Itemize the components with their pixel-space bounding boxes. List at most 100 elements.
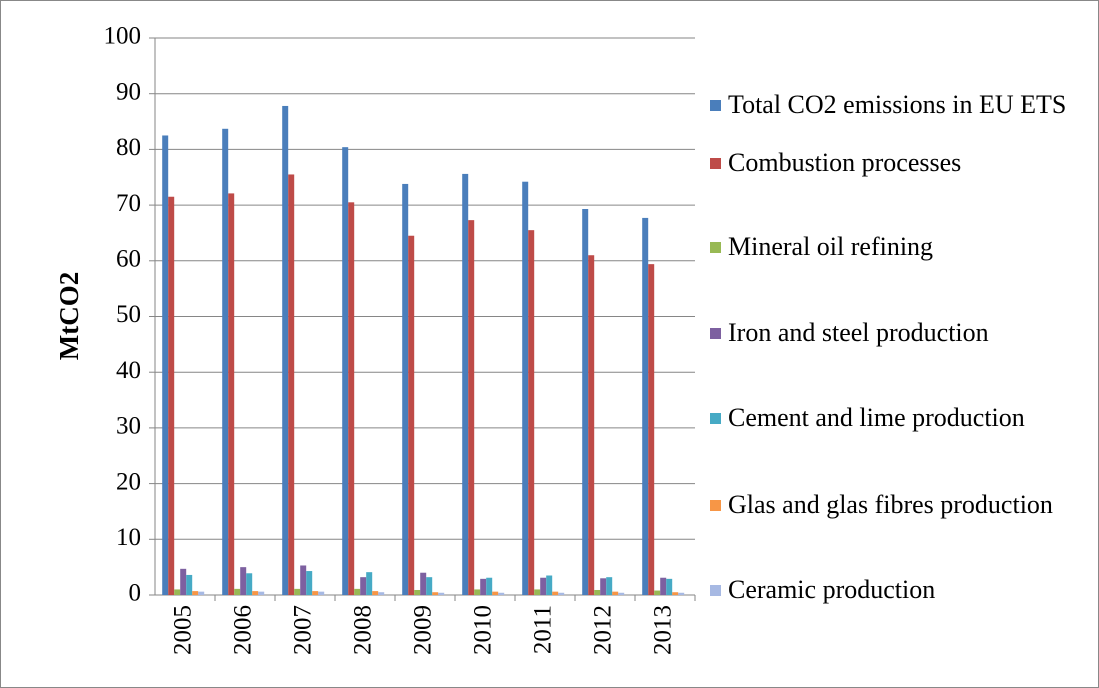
x-tick-label: 2006 [230, 605, 257, 655]
bar [540, 577, 547, 595]
y-tick-label: 60 [116, 246, 141, 273]
x-tick-label: 2005 [170, 605, 197, 655]
legend-entry: Iron and steel production [710, 315, 1099, 351]
x-tick-label: 2011 [530, 605, 557, 654]
bar [378, 592, 385, 595]
legend-label: Combustion processes [728, 148, 962, 177]
bar [186, 574, 193, 595]
y-tick-label: 50 [116, 301, 141, 328]
y-axis-label: MtCO2 [54, 272, 84, 360]
bar [366, 572, 373, 595]
bar [348, 202, 355, 595]
y-tick-label: 30 [116, 413, 141, 440]
bar [354, 588, 361, 595]
bar [312, 591, 319, 595]
bar [546, 575, 553, 595]
y-tick-label: 10 [116, 524, 141, 551]
bar [654, 590, 661, 595]
bar [168, 196, 175, 595]
bar [558, 592, 565, 595]
x-tick-label: 2013 [650, 605, 677, 655]
bar [426, 577, 433, 595]
bar [240, 567, 247, 595]
bar [360, 577, 367, 595]
bar [300, 565, 307, 595]
bar [618, 592, 625, 595]
bar [522, 181, 529, 595]
bar [342, 147, 349, 595]
bar [162, 135, 169, 595]
bar [582, 208, 589, 595]
legend-swatch [710, 500, 721, 511]
legend-swatch [710, 100, 721, 111]
legend-swatch [710, 585, 721, 596]
legend-swatch [710, 328, 721, 339]
x-tick-label: 2007 [290, 605, 317, 655]
bar [474, 589, 481, 595]
legend-swatch [710, 158, 721, 169]
legend-entry: Cement and lime production [710, 400, 1099, 436]
x-tick-label: 2012 [590, 605, 617, 655]
legend-entry: Total CO2 emissions in EU ETS [710, 87, 1099, 123]
bar [408, 235, 415, 596]
y-tick-label: 100 [104, 23, 142, 50]
bar [252, 591, 259, 595]
legend-entry: Ceramic production [710, 572, 1099, 608]
x-tick-label: 2010 [470, 605, 497, 655]
legend-label: Iron and steel production [728, 318, 989, 347]
bar [612, 591, 619, 595]
legend-label: Cement and lime production [728, 403, 1025, 432]
bar [672, 592, 679, 595]
legend-label: Mineral oil refining [728, 232, 934, 261]
y-tick-label: 90 [116, 78, 141, 105]
bar [642, 217, 649, 595]
bar [234, 588, 241, 595]
bar [180, 568, 187, 595]
bar [438, 592, 445, 595]
bar [258, 591, 265, 595]
bar [648, 264, 655, 595]
bar [666, 578, 673, 595]
bar [606, 577, 613, 595]
legend-label: Ceramic production [728, 575, 936, 604]
bar [246, 573, 253, 595]
bar [528, 230, 535, 596]
bar [462, 173, 469, 595]
bar [480, 578, 487, 595]
bar [402, 183, 409, 595]
bar [174, 589, 181, 595]
y-tick-label: 20 [116, 468, 141, 495]
legend-label: Glas and glas fibres production [728, 490, 1053, 519]
bar [552, 591, 559, 595]
bar [198, 591, 205, 595]
bar [282, 105, 289, 595]
bar [594, 589, 601, 595]
y-tick-label: 0 [129, 580, 142, 607]
y-tick-label: 80 [116, 134, 141, 161]
x-tick-label: 2009 [410, 605, 437, 655]
bar [468, 220, 475, 595]
bar [228, 193, 235, 595]
bar [660, 577, 667, 595]
bar [432, 592, 439, 595]
bar [600, 578, 607, 595]
legend-entry: Mineral oil refining [710, 229, 1099, 265]
bar [294, 588, 301, 595]
x-tick-label: 2008 [350, 605, 377, 655]
y-tick-label: 70 [116, 190, 141, 217]
y-tick-label: 40 [116, 357, 141, 384]
bar [420, 572, 427, 595]
bar [288, 174, 295, 595]
bar [306, 571, 313, 595]
bar [222, 128, 229, 595]
legend-swatch [710, 242, 721, 253]
bar [588, 255, 595, 596]
bar [498, 592, 505, 595]
legend-swatch [710, 413, 721, 424]
bar [486, 577, 493, 595]
bar [534, 589, 541, 595]
bar [192, 591, 199, 595]
legend-entry: Combustion processes [710, 145, 1099, 181]
